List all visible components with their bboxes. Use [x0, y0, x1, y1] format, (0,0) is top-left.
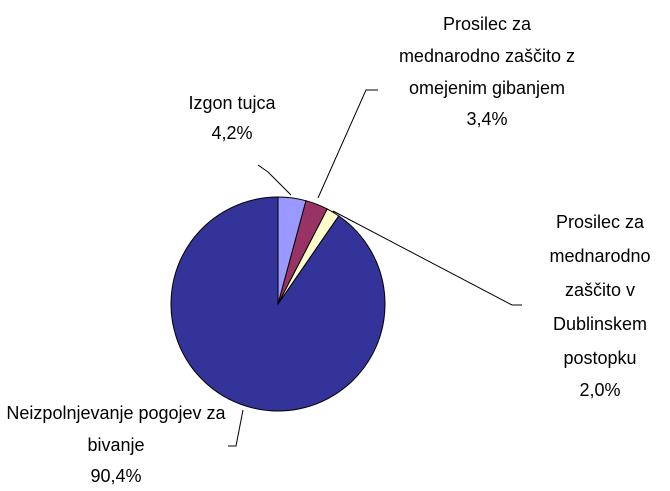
leader-line — [317, 89, 378, 199]
category-label: Prosilec za mednarodno zaščito v Dublins… — [549, 212, 651, 368]
slice-label: Izgon tujca 4,2% — [172, 88, 292, 148]
slice-label: Neizpolnjevanje pogojev za bivanje 90,4% — [5, 397, 227, 491]
category-label: Neizpolnjevanje pogojev za bivanje — [6, 403, 226, 455]
slice-label: Prosilec za mednarodno zaščito v Dublins… — [530, 205, 670, 405]
category-label: Prosilec za mednarodno zaščito z omejeni… — [398, 14, 576, 98]
value-label: 2,0% — [579, 380, 621, 400]
leader-line — [228, 409, 244, 447]
leader-line — [257, 164, 292, 196]
value-label: 4,2% — [211, 123, 253, 143]
pie-slice — [277, 196, 307, 305]
slice-label: Prosilec za mednarodno zaščito z omejeni… — [392, 8, 582, 134]
value-label: 90,4% — [90, 466, 142, 486]
value-label: 3,4% — [466, 109, 508, 129]
category-label: Izgon tujca — [188, 93, 276, 113]
leader-line — [332, 210, 522, 306]
